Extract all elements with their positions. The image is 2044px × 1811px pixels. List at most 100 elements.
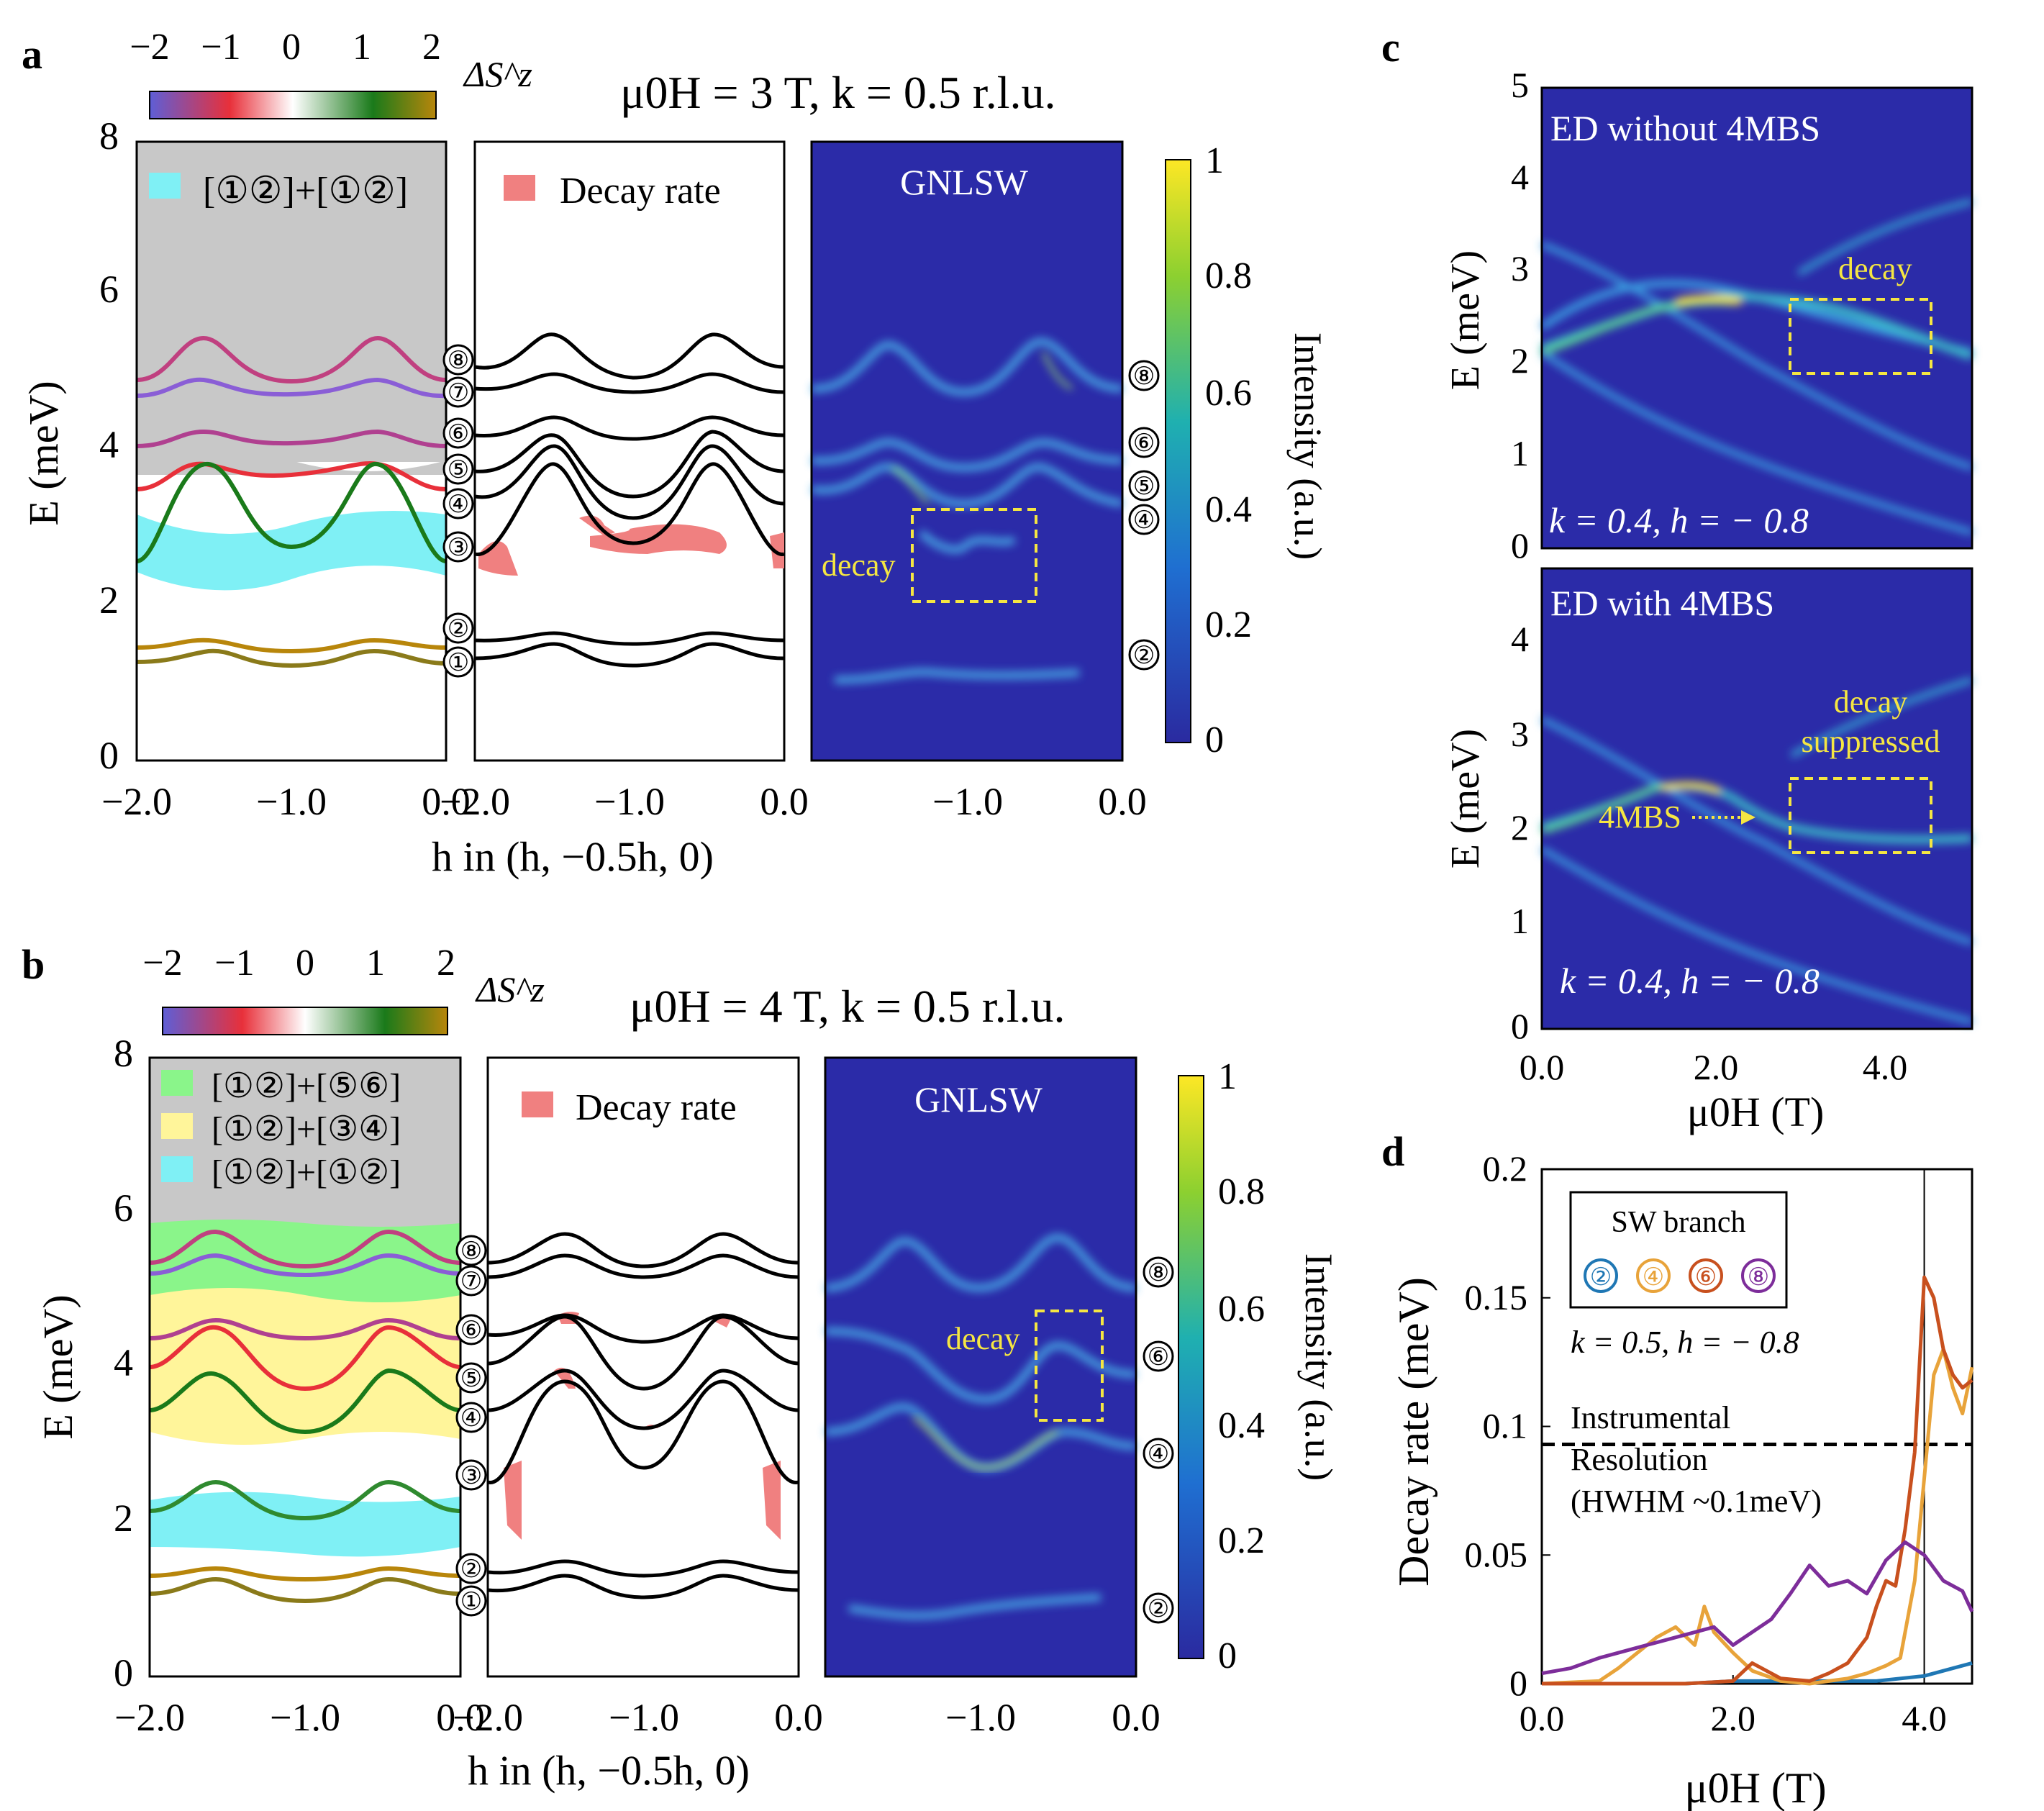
- decay-text: decay: [1834, 684, 1908, 720]
- legend-text: [①②]+[①②]: [212, 1153, 401, 1192]
- x-tick: 0.0: [1112, 1696, 1160, 1739]
- x-tick: −1.0: [609, 1696, 679, 1739]
- ed-label: ED with 4MBS: [1550, 583, 1774, 623]
- legend-swatch-cyan: [149, 173, 181, 199]
- spin-cbar-tick: 2: [422, 27, 441, 68]
- y-tick: 3: [1511, 248, 1529, 289]
- continuum-region: [137, 142, 446, 462]
- series-line-branch-4: [1541, 1347, 1974, 1686]
- legend-entry-8: ⑧: [1748, 1264, 1769, 1291]
- x-tick: 0.0: [774, 1696, 823, 1739]
- branch-marker: ⑧: [1133, 363, 1155, 390]
- decay-text: decay: [822, 548, 896, 583]
- spin-cbar-tick: 1: [366, 943, 385, 984]
- cbar-tick: 0.2: [1218, 1520, 1265, 1561]
- x-tick: 2.0: [1694, 1047, 1739, 1087]
- x-tick: −2.0: [101, 780, 172, 823]
- y-tick-label: 0.1: [1483, 1406, 1528, 1446]
- x-tick: 4.0: [1863, 1047, 1908, 1087]
- params-text: k = 0.4, h = − 0.8: [1549, 500, 1809, 540]
- resolution-text: (HWHM ~0.1meV): [1571, 1484, 1822, 1519]
- y-tick: 0: [99, 734, 119, 777]
- branch-marker: ④: [1133, 507, 1155, 534]
- series-line-branch-8: [1541, 1540, 1974, 1676]
- spin-cbar-tick: 0: [282, 27, 301, 68]
- panel-b-spin-colorbar: −2 −1 0 1 2 ΔS^z: [142, 943, 545, 1035]
- panel-b-label: b: [22, 941, 45, 988]
- branch-marker: ⑥: [1148, 1344, 1169, 1371]
- y-tick: 4: [1511, 619, 1529, 659]
- branch-marker: ①: [448, 650, 469, 676]
- x-axis-label: μ0H (T): [1687, 1089, 1825, 1135]
- panel-a-spin-colorbar: −2 −1 0 1 2 ΔS^z: [130, 27, 532, 119]
- ed-label: ED without 4MBS: [1550, 108, 1820, 148]
- y-axis-label: E (meV): [35, 1294, 81, 1439]
- branch-marker: ⑦: [448, 380, 469, 407]
- x-tick: −2.0: [453, 1696, 523, 1739]
- cyan-band: [150, 1492, 460, 1557]
- legend-entry-6: ⑥: [1695, 1264, 1717, 1291]
- branch-marker: ⑥: [1133, 430, 1155, 457]
- panel-b-intensity-colorbar: 0 0.2 0.4 0.6 0.8 1 Intensity (a.u.): [1178, 1056, 1340, 1676]
- branch-marker: ⑧: [460, 1238, 482, 1265]
- legend-text: [①②]+[③④]: [212, 1110, 401, 1148]
- cbar-tick: 0.4: [1218, 1405, 1265, 1446]
- legend-swatch-decay: [504, 175, 535, 201]
- spin-cbar-tick: 2: [437, 943, 455, 984]
- panel-a-left-axes: [①②]+[①②] 0 2 4 6 8 E (meV) −2.0 −1.0 0.…: [20, 114, 471, 823]
- branch-marker: ⑥: [460, 1317, 482, 1344]
- cyan-band: [137, 511, 446, 591]
- y-tick: 2: [1511, 340, 1529, 381]
- x-tick: 0.0: [422, 780, 471, 823]
- params-text: k = 0.5, h = − 0.8: [1571, 1325, 1799, 1360]
- y-axis-label: E (meV): [1443, 729, 1488, 868]
- yellow-band: [150, 1288, 460, 1445]
- y-tick: 3: [1511, 714, 1529, 754]
- legend-text: [①②]+[⑤⑥]: [212, 1067, 401, 1105]
- spin-cbar-tick: 1: [353, 27, 371, 68]
- y-axis-label: E (meV): [20, 381, 67, 525]
- legend-swatch-decay: [522, 1091, 553, 1117]
- cbar-tick: 0.2: [1205, 604, 1252, 645]
- legend-swatch-green: [161, 1070, 193, 1096]
- branch-marker: ②: [1148, 1596, 1169, 1622]
- branch-markers: ① ② ③ ④ ⑤ ⑥ ⑦ ⑧: [442, 344, 474, 678]
- x-tick-label: 2.0: [1711, 1698, 1756, 1738]
- spin-cbar-tick: 0: [296, 943, 314, 984]
- y-tick: 6: [114, 1186, 133, 1230]
- y-tick: 0: [1511, 525, 1529, 566]
- x-tick: −2.0: [114, 1696, 185, 1739]
- panel-c-label: c: [1381, 24, 1400, 71]
- decay-rate-chart: 0 0.05 0.1 0.15 0.2 0.0 2.0 4.0 SW branch ② ④ ⑥…: [1390, 1148, 1974, 1811]
- legend: SW branch ② ④ ⑥ ⑧: [1569, 1191, 1788, 1309]
- x-axis-label: h in (h, −0.5h, 0): [468, 1747, 750, 1794]
- legend-text: Decay rate: [560, 171, 721, 212]
- x-tick: −1.0: [256, 780, 327, 823]
- branch-marker: ②: [1133, 643, 1155, 669]
- cbar-label: Intensity (a.u.): [1286, 332, 1330, 560]
- y-tick: 0: [1511, 1006, 1529, 1046]
- y-tick: 4: [99, 423, 119, 466]
- series-line-branch-6: [1542, 1275, 1973, 1686]
- branch-marker: ④: [460, 1405, 482, 1432]
- spin-cbar-label: ΔS^z: [475, 969, 545, 1009]
- y-tick-label: 0: [1509, 1663, 1527, 1703]
- cbar-tick: 0: [1205, 720, 1224, 761]
- spin-cbar-label: ΔS^z: [463, 54, 532, 94]
- branch-marker: ⑤: [1133, 473, 1155, 500]
- cbar-tick: 1: [1205, 140, 1224, 181]
- x-tick-label: 4.0: [1902, 1698, 1947, 1738]
- cbar-tick: 0.4: [1205, 489, 1252, 530]
- x-tick: 0.0: [436, 1696, 485, 1739]
- legend-swatch-cyan: [161, 1156, 193, 1182]
- panel-c-top: decay ED without 4MBS k = 0.4, h = − 0.8…: [1443, 65, 1973, 566]
- y-tick: 8: [114, 1032, 133, 1075]
- cbar-tick: 0: [1218, 1635, 1237, 1676]
- branch-marker: ③: [448, 535, 469, 561]
- x-tick: −2.0: [440, 780, 510, 823]
- cbar-tick: 0.8: [1205, 255, 1252, 296]
- panel-a-gnlsw: decay GNLSW ② ④ ⑤ ⑥ ⑧ −1.0 0.0: [810, 140, 1160, 823]
- x-tick: −1.0: [945, 1696, 1016, 1739]
- panel-b-gnlsw: decay GNLSW ② ④ ⑥ ⑧ −1.0 0.0: [824, 1056, 1174, 1739]
